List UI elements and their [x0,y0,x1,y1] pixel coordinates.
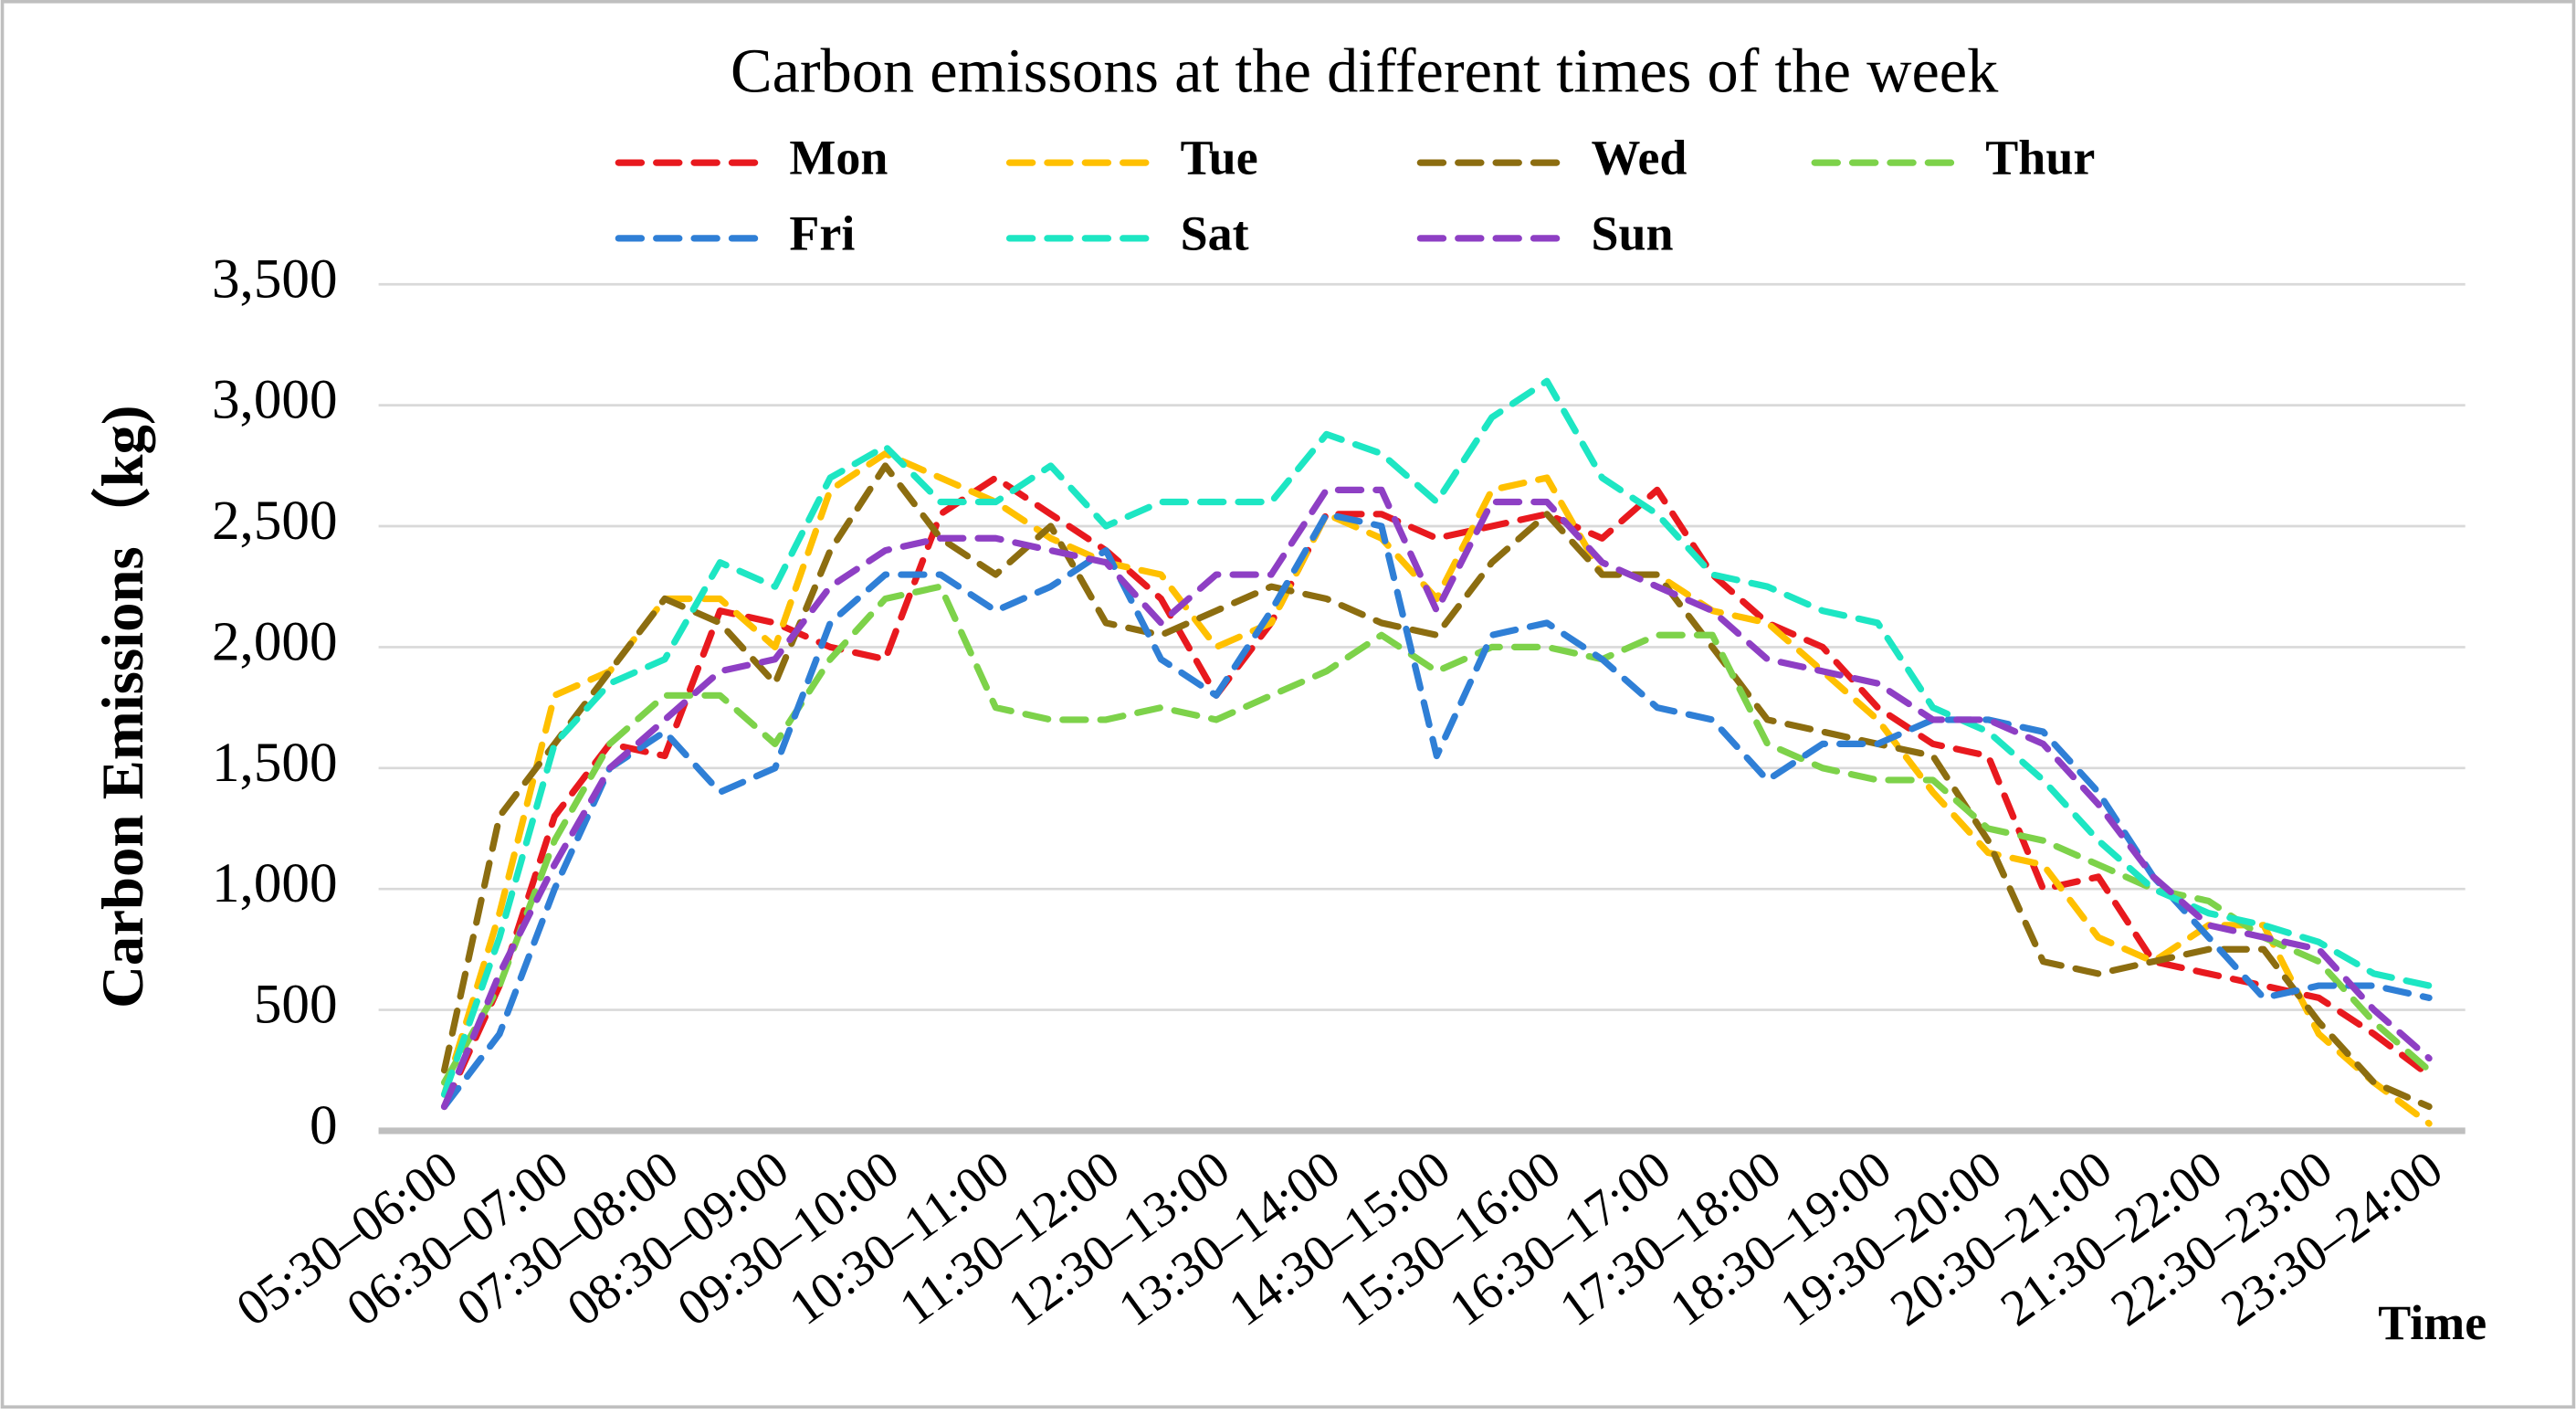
y-tick-label: 3,000 [212,369,338,431]
series-line [440,486,2433,1111]
series-line [440,583,2433,1086]
y-tick-label: 1,000 [212,852,338,914]
legend-label: Wed [1591,131,1687,185]
legend-label: Mon [789,131,888,185]
y-axis-label: Carbon Emissions（kg) [90,405,156,1008]
y-tick-label: 0 [310,1094,338,1156]
y-tick-label: 3,500 [212,248,338,310]
y-tick-label: 2,000 [212,610,338,672]
series-line [440,377,2433,1098]
series-line [440,450,2433,1127]
legend-label: Tue [1181,131,1258,185]
y-tick-label: 2,500 [212,490,338,552]
legend-label: Thur [1985,131,2095,185]
series-line [440,474,2433,1111]
x-axis-label: Time [2378,1295,2487,1350]
y-tick-label: 500 [254,974,338,1036]
legend-label: Sun [1591,206,1673,260]
series-line [440,511,2433,1111]
chart-title: Carbon emissons at the different times o… [731,36,1999,105]
legend-label: Fri [789,206,855,260]
series-line [440,462,2433,1111]
legend-label: Sat [1181,206,1249,260]
y-tick-label: 1,500 [212,732,338,794]
